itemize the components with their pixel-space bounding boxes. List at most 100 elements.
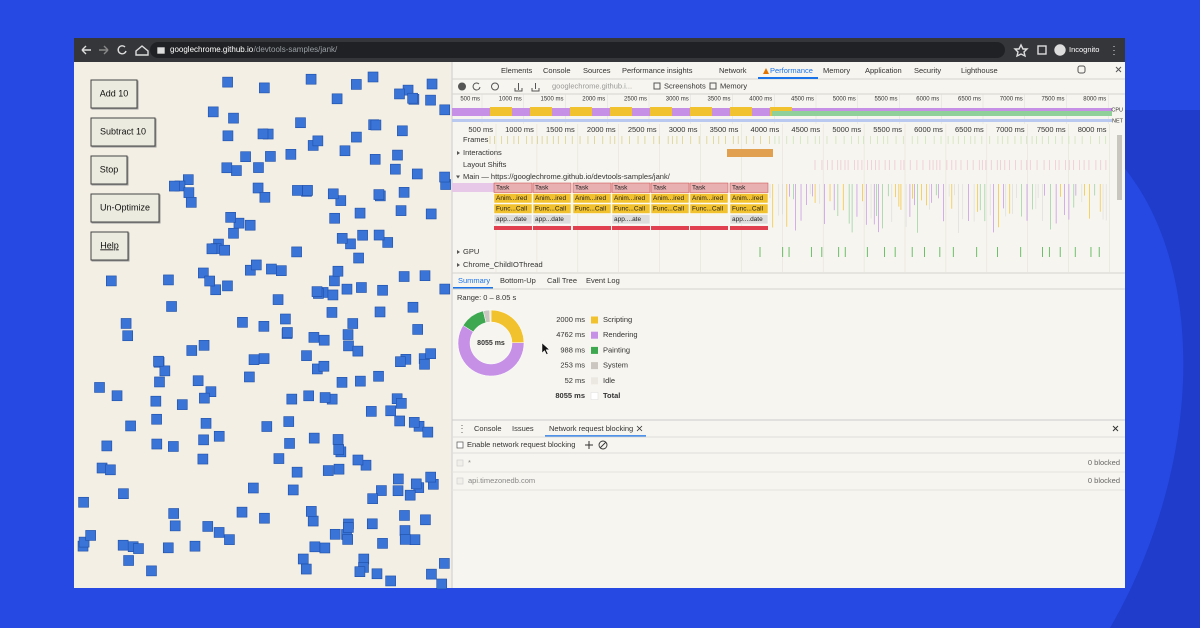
sprite — [399, 534, 411, 545]
sprite — [78, 496, 89, 508]
reload-record-icon[interactable] — [472, 82, 481, 91]
sprite — [382, 237, 394, 248]
summary-time: 52 ms — [565, 376, 586, 385]
sprite — [265, 151, 276, 162]
devtools-tab[interactable]: Elements — [501, 66, 533, 75]
blocking-checkbox[interactable] — [456, 441, 464, 449]
sprite — [327, 289, 339, 301]
reload-icon[interactable] — [117, 45, 127, 55]
sprite — [302, 185, 313, 196]
timeline-tick-label: 3500 ms — [710, 125, 739, 134]
sprite — [259, 82, 270, 94]
sprite — [185, 197, 197, 208]
sprite — [336, 233, 348, 244]
sprite — [236, 506, 248, 518]
sprite — [312, 135, 324, 147]
flame-label: Task — [732, 185, 746, 192]
sprite — [295, 117, 306, 129]
back-icon[interactable] — [81, 45, 91, 55]
devtools-tab[interactable]: Memory — [823, 66, 850, 75]
devtools-tab[interactable]: Performance insights — [622, 66, 693, 75]
flame-label: Task — [653, 185, 667, 192]
close-tab-icon[interactable] — [636, 425, 643, 432]
sprite — [394, 88, 405, 100]
close-devtools-icon[interactable] — [1115, 66, 1122, 73]
panel-tab[interactable]: Call Tree — [547, 276, 577, 285]
devtools-tab[interactable]: Performance — [770, 66, 813, 75]
sidepanel-icon[interactable] — [1037, 45, 1047, 55]
sprite — [259, 191, 271, 203]
devtools-tab[interactable]: Lighthouse — [961, 66, 998, 75]
flame-block — [493, 203, 533, 214]
sprite — [374, 306, 386, 318]
address-bar[interactable] — [150, 42, 1005, 58]
page-button[interactable] — [90, 117, 156, 147]
sprite — [355, 375, 366, 387]
sprite — [329, 212, 340, 224]
page-button[interactable] — [90, 193, 160, 223]
devtools-tab[interactable]: Network — [719, 66, 747, 75]
sprite — [399, 510, 410, 521]
sprite — [331, 93, 343, 105]
upload-icon[interactable] — [514, 83, 523, 92]
devtools-tab[interactable]: Console — [543, 66, 571, 75]
devtools-tab[interactable]: Application — [865, 66, 902, 75]
panel-tab[interactable]: Summary — [458, 276, 490, 285]
sprite — [291, 246, 302, 258]
drawer-tab[interactable]: Network request blocking — [549, 424, 633, 433]
home-icon[interactable] — [135, 45, 149, 56]
clear-icon[interactable] — [491, 82, 499, 91]
panel-tab[interactable]: Bottom-Up — [500, 276, 536, 285]
close-drawer-icon[interactable] — [1112, 425, 1119, 432]
summary-time: 988 ms — [560, 345, 585, 354]
sprite — [353, 252, 364, 264]
devtools-tab[interactable]: Security — [914, 66, 941, 75]
timeline-tick-label: 7500 ms — [1037, 125, 1066, 134]
cpu-scripting — [690, 107, 712, 116]
pattern-checkbox[interactable] — [456, 459, 464, 467]
sprite — [377, 538, 388, 549]
flame-block — [729, 203, 769, 214]
drawer-tab[interactable]: Console — [474, 424, 502, 433]
sprite — [385, 405, 397, 417]
sprite-layer — [77, 71, 451, 590]
profile-label: Incognito — [1069, 45, 1099, 54]
sprite — [342, 329, 354, 340]
blocking-label: Enable network request blocking — [467, 440, 575, 449]
forward-icon[interactable] — [99, 45, 109, 55]
page-button[interactable] — [90, 155, 128, 185]
sprite — [305, 73, 317, 85]
clear-patterns-icon[interactable] — [598, 440, 608, 450]
sprite — [284, 438, 295, 449]
download-icon[interactable] — [531, 83, 540, 92]
sprite — [352, 345, 364, 357]
sprite — [311, 286, 323, 297]
sprite — [385, 575, 396, 587]
sprite — [151, 438, 163, 450]
sprite — [101, 440, 113, 452]
panel-tab[interactable]: Event Log — [586, 276, 620, 285]
sprite — [319, 392, 331, 403]
add-pattern-icon[interactable] — [585, 441, 593, 449]
devtools-tab[interactable]: Sources — [583, 66, 611, 75]
incognito-icon[interactable] — [1054, 44, 1066, 56]
sprite — [407, 301, 419, 313]
settings-icon[interactable] — [1077, 65, 1086, 74]
record-icon[interactable] — [458, 82, 466, 91]
sprite — [286, 393, 298, 405]
sprite — [439, 283, 451, 295]
track-label: Layout Shifts — [463, 160, 507, 169]
flame-label: app....date — [732, 216, 763, 223]
drawer-tab[interactable]: Issues — [512, 424, 534, 433]
pattern-checkbox[interactable] — [456, 477, 464, 485]
overview-tick-label: 2000 ms — [582, 97, 605, 103]
memory-checkbox[interactable] — [709, 82, 717, 90]
sprite — [351, 131, 362, 143]
star-icon[interactable] — [1013, 43, 1029, 58]
screenshots-checkbox[interactable] — [653, 82, 661, 90]
sprite — [122, 330, 134, 342]
flame-block — [572, 203, 612, 214]
page-button[interactable] — [90, 79, 138, 109]
page-button[interactable] — [90, 231, 129, 261]
sprite — [322, 465, 334, 476]
